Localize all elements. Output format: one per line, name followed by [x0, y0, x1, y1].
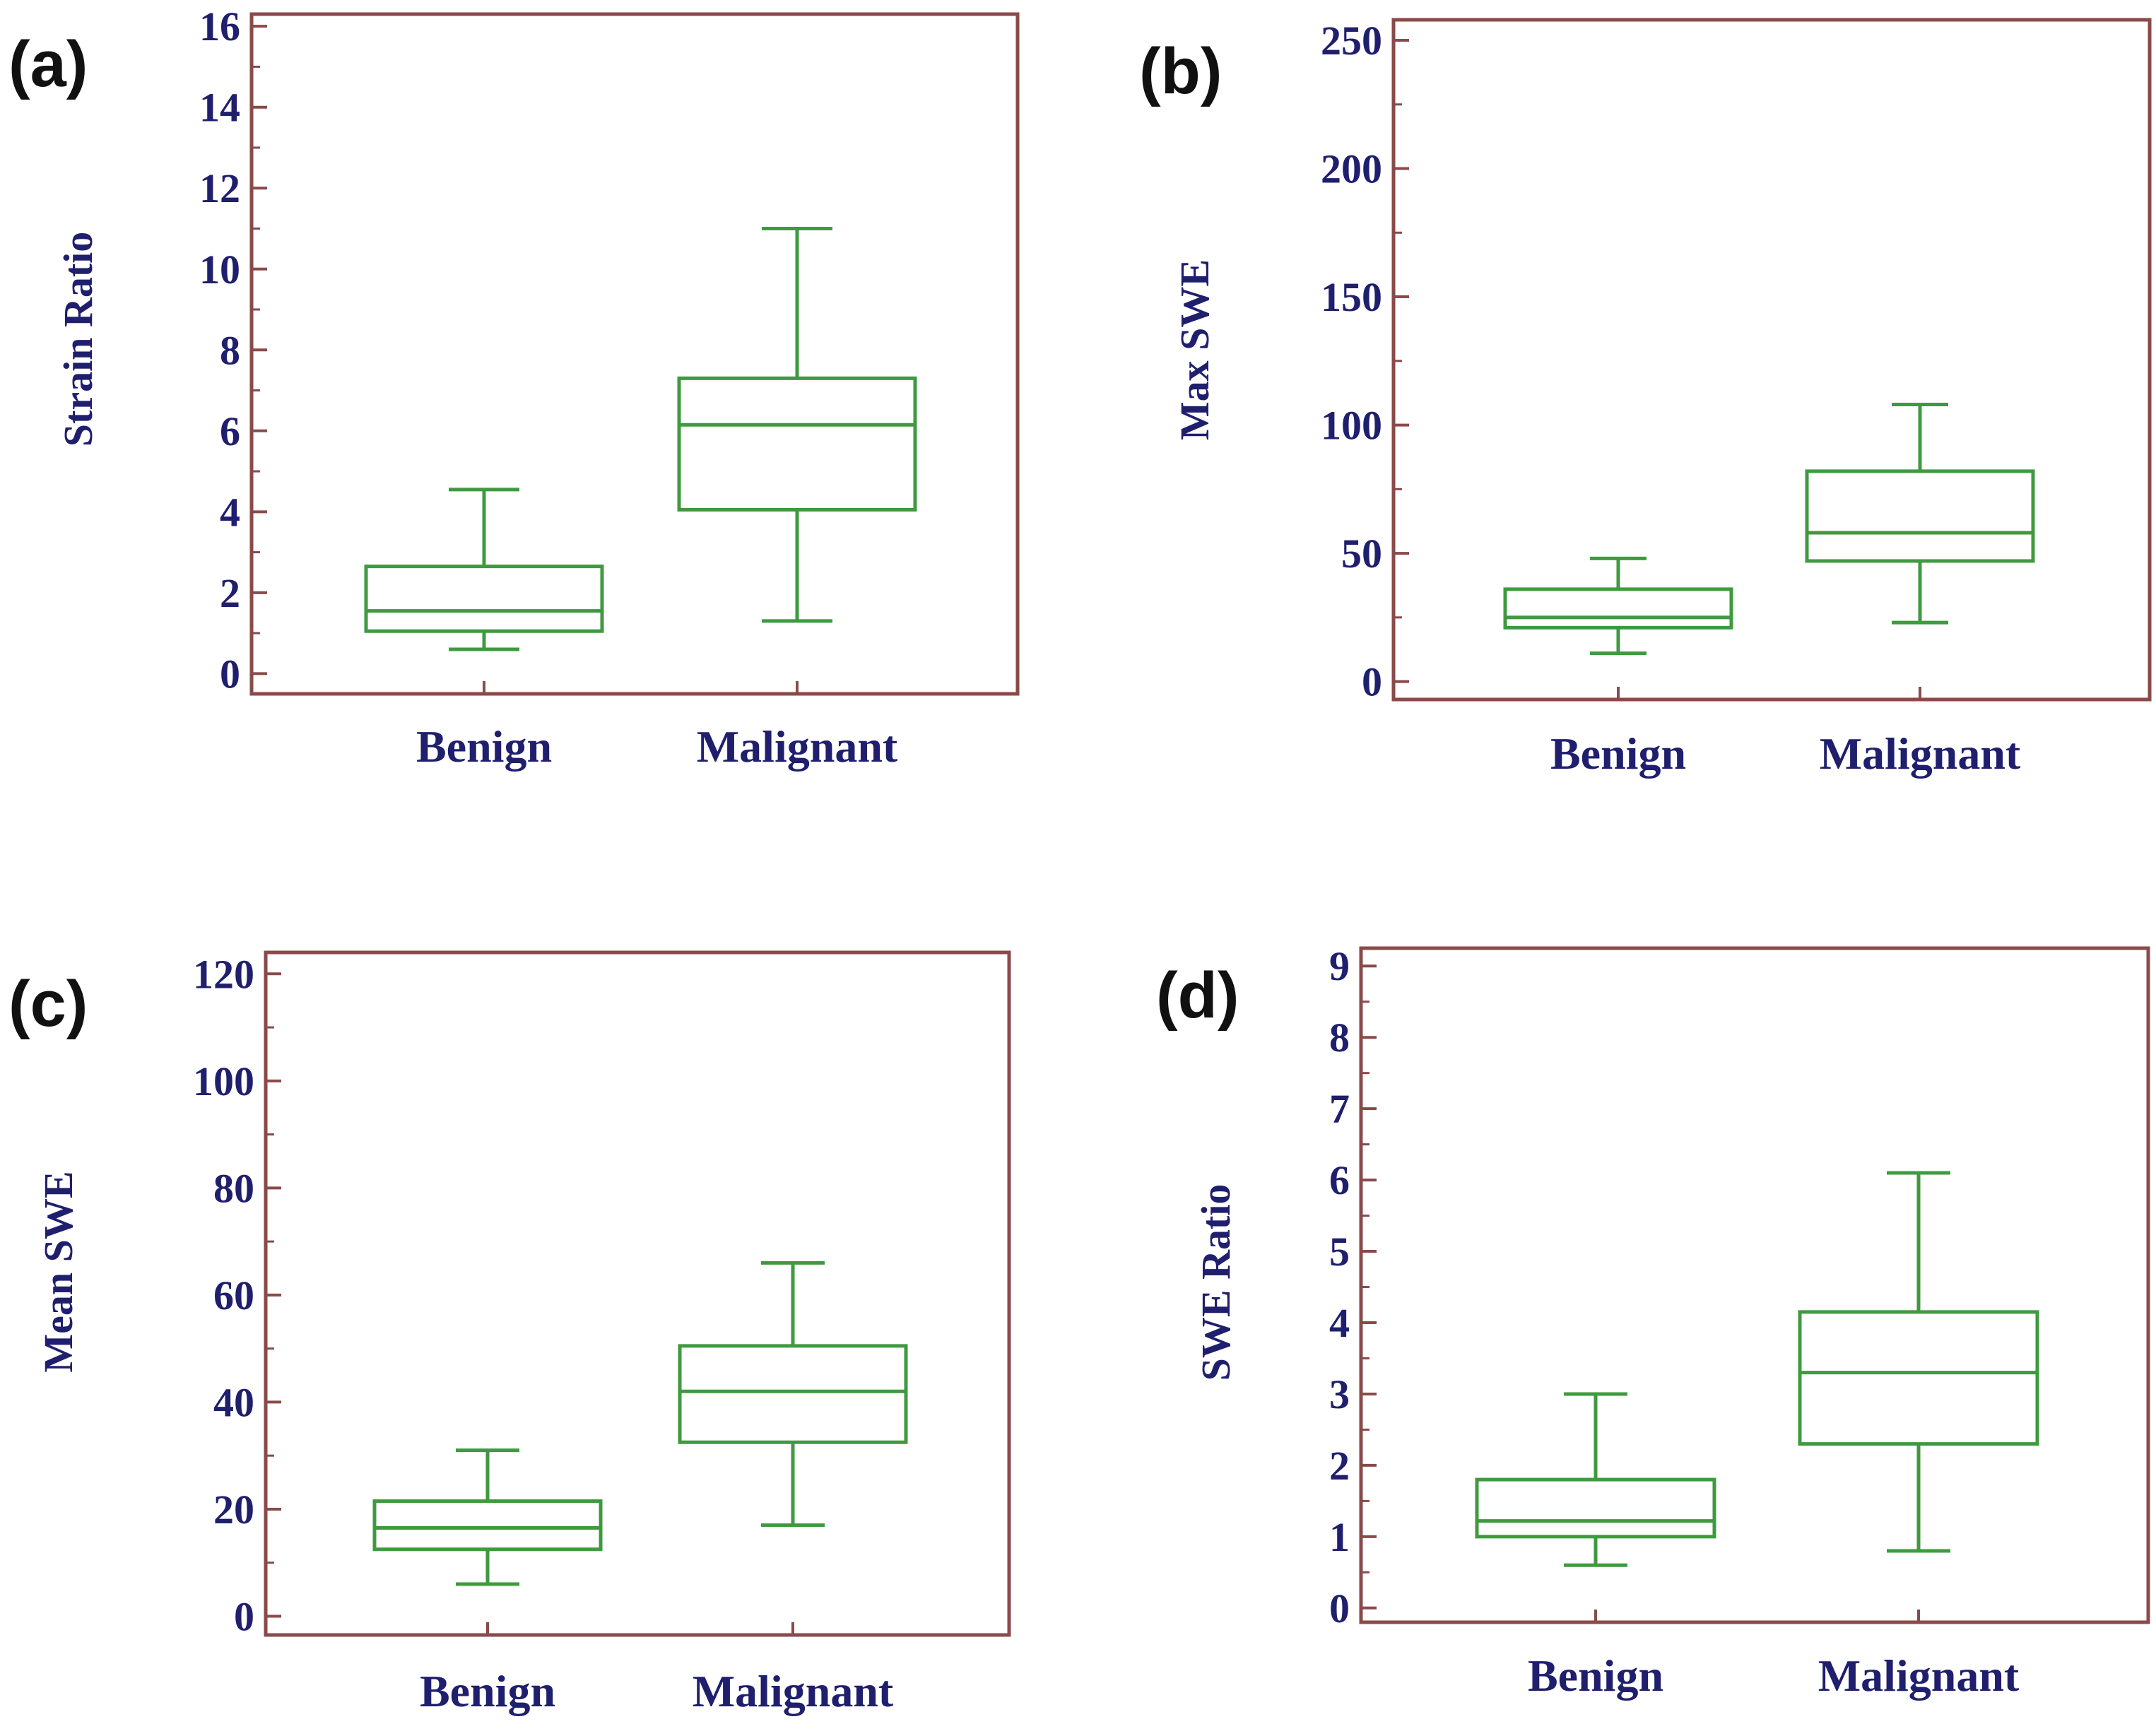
box-series — [372, 1260, 908, 1586]
y-tick-label: 50 — [1341, 531, 1382, 577]
box-series — [1503, 403, 2035, 656]
y-tick-label: 4 — [1329, 1300, 1350, 1346]
panel-a: (a) Strain Ratio 0 2 4 6 8 10 12 14 16 Benign Ma… — [8, 4, 1020, 772]
y-tick-label: 2 — [1329, 1443, 1350, 1489]
y-axis: 0 1 2 3 4 5 6 7 8 9 — [1329, 943, 1920, 1631]
y-tick-label: 8 — [1329, 1015, 1350, 1061]
plot-frame — [264, 950, 1011, 1637]
y-tick-label: 9 — [1329, 943, 1350, 989]
y-tick-label: 7 — [1329, 1086, 1350, 1132]
y-axis-label: Strain Ratio — [55, 232, 101, 447]
box-malignant — [677, 226, 917, 623]
box-benign — [364, 488, 604, 651]
y-tick-label: 120 — [193, 951, 254, 997]
iqr-box — [1503, 587, 1733, 630]
y-tick-label: 4 — [220, 489, 240, 535]
x-tick-label: Benign — [1550, 728, 1686, 779]
panel-b: (b) Max SWE 0 50 100 150 200 250 Benign Malig… — [1139, 18, 2152, 779]
x-tick-label: Benign — [416, 721, 552, 772]
plot-frame — [1359, 946, 2150, 1624]
y-tick-label: 1 — [1329, 1514, 1350, 1560]
y-tick-label: 2 — [220, 570, 240, 616]
box-benign — [372, 1448, 603, 1586]
x-tick-label: Benign — [1528, 1651, 1663, 1701]
panel-label: (b) — [1139, 35, 1222, 107]
y-tick-label: 100 — [193, 1058, 254, 1104]
y-tick-label: 20 — [213, 1487, 254, 1533]
iqr-box — [1798, 1310, 2039, 1446]
y-tick-label: 80 — [213, 1165, 254, 1211]
y-tick-label: 3 — [1329, 1371, 1350, 1417]
y-tick-label: 12 — [199, 165, 240, 211]
x-tick-label: Malignant — [1820, 728, 2021, 779]
box-malignant — [1805, 403, 2035, 625]
y-axis-label: Mean SWE — [35, 1171, 81, 1372]
y-tick-label: 0 — [1329, 1586, 1350, 1631]
iqr-box — [678, 1344, 908, 1444]
y-tick-label: 200 — [1321, 146, 1382, 192]
y-axis: 0 20 40 60 80 100 120 — [193, 951, 794, 1639]
panel-label: (d) — [1156, 959, 1239, 1032]
box-benign — [1503, 556, 1733, 656]
box-malignant — [678, 1260, 908, 1528]
x-tick-label: Benign — [420, 1666, 555, 1716]
y-tick-label: 0 — [1362, 659, 1382, 705]
y-tick-label: 16 — [199, 4, 240, 49]
y-tick-label: 10 — [199, 247, 240, 293]
y-axis: 0 2 4 6 8 10 12 14 16 — [199, 4, 799, 697]
y-tick-label: 150 — [1321, 274, 1382, 320]
y-tick-label: 6 — [220, 408, 240, 454]
y-axis: 0 50 100 150 200 250 — [1321, 18, 1921, 705]
box-benign — [1475, 1392, 1716, 1567]
y-axis-label: Max SWE — [1172, 259, 1218, 440]
x-tick-label: Malignant — [1818, 1651, 2020, 1701]
y-tick-label: 0 — [234, 1593, 254, 1639]
iqr-box — [1805, 469, 2035, 563]
x-tick-label: Malignant — [693, 1666, 894, 1716]
panel-d: (d) SWE Ratio 0 1 2 3 4 5 6 7 8 9 Benign Malignan… — [1156, 943, 2150, 1701]
panel-label: (c) — [8, 968, 88, 1040]
box-malignant — [1798, 1171, 2039, 1553]
y-tick-label: 40 — [213, 1379, 254, 1425]
y-axis-label: SWE Ratio — [1193, 1184, 1239, 1381]
y-tick-label: 250 — [1321, 18, 1382, 64]
y-tick-label: 60 — [213, 1273, 254, 1318]
y-tick-label: 6 — [1329, 1157, 1350, 1203]
y-tick-label: 100 — [1321, 403, 1382, 449]
y-tick-label: 5 — [1329, 1229, 1350, 1275]
panel-c: (c) Mean SWE 0 20 40 60 80 100 120 Benign Mali… — [8, 950, 1011, 1716]
panel-label: (a) — [8, 28, 88, 100]
plot-frame — [249, 12, 1020, 696]
box-series — [1475, 1171, 2039, 1567]
plot-frame — [1391, 18, 2152, 702]
y-tick-label: 8 — [220, 327, 240, 373]
y-tick-label: 14 — [199, 85, 240, 131]
x-tick-label: Malignant — [697, 721, 898, 772]
iqr-box — [1475, 1477, 1716, 1539]
iqr-box — [364, 565, 604, 633]
y-tick-label: 0 — [220, 651, 240, 697]
box-series — [364, 226, 917, 651]
iqr-box — [677, 376, 917, 512]
iqr-box — [372, 1499, 603, 1552]
